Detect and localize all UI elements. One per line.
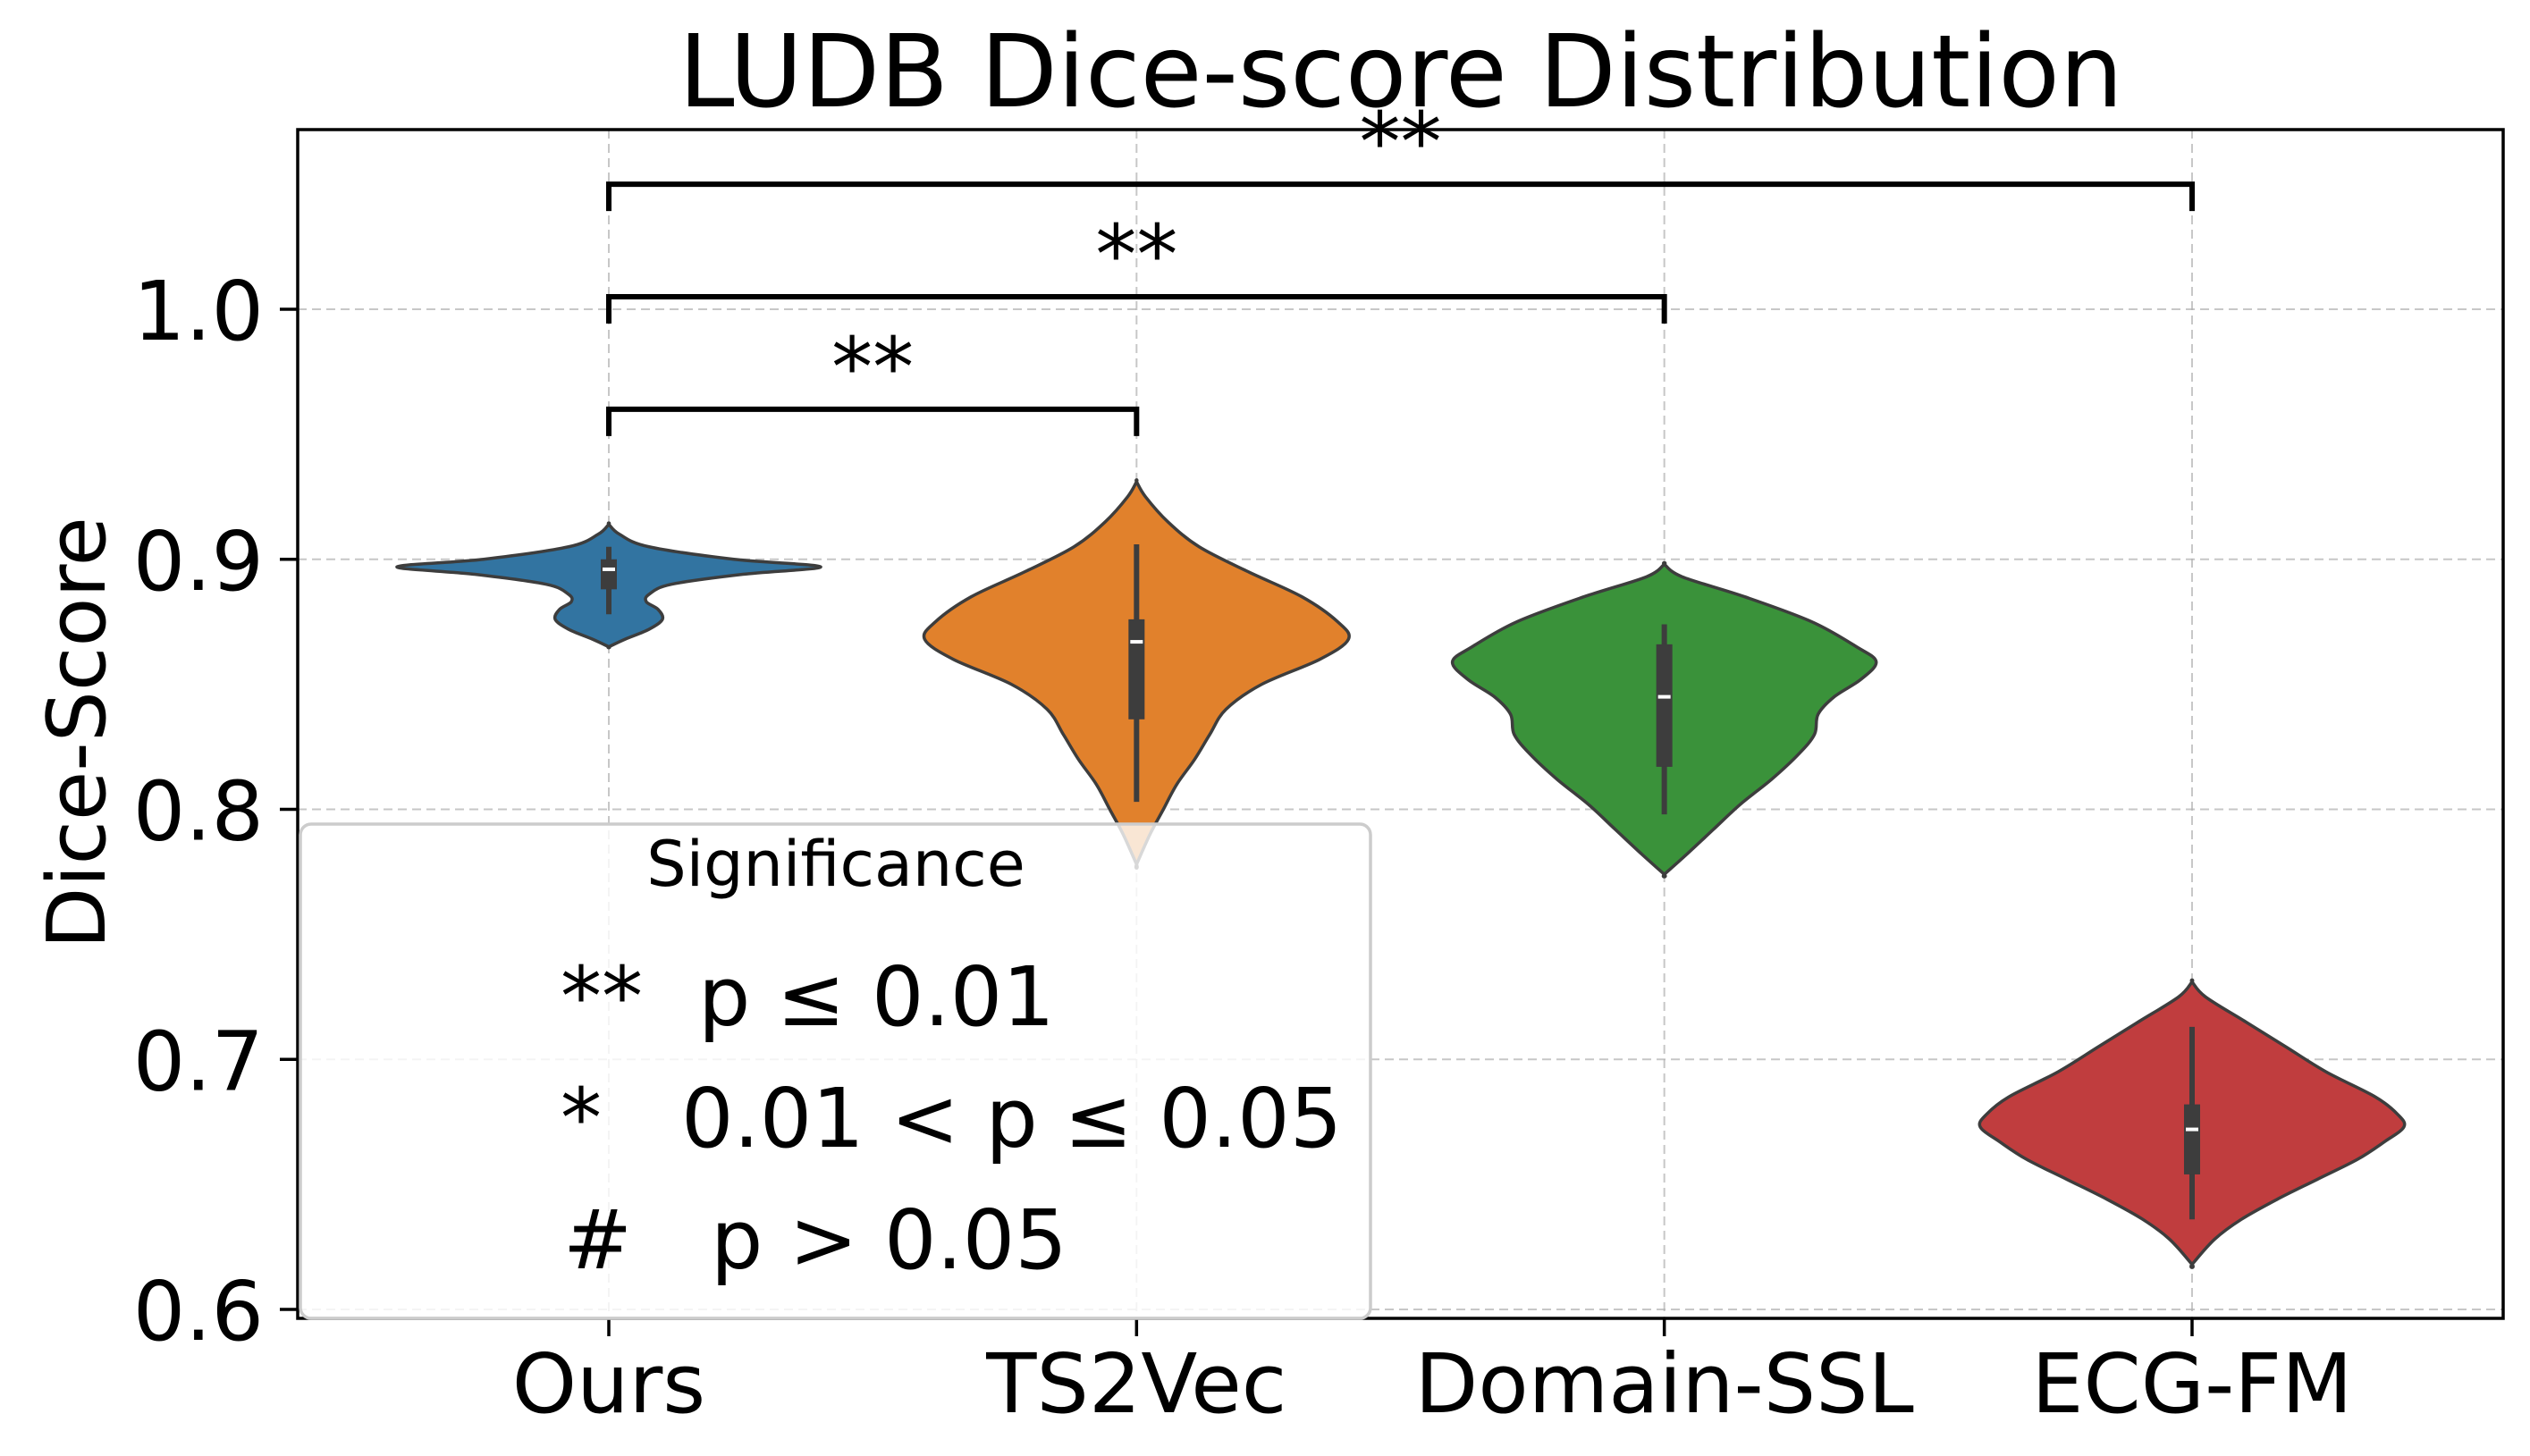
legend-title: Significance bbox=[646, 828, 1025, 901]
y-tick-label: 0.8 bbox=[133, 764, 264, 860]
y-axis-label: Dice-Score bbox=[30, 517, 124, 949]
x-tick-label: ECG-FM bbox=[2031, 1336, 2352, 1432]
bracket-line bbox=[606, 294, 1667, 324]
legend-text-1: p ≤ 0.01 bbox=[698, 949, 1055, 1045]
legend-symbol-2: * bbox=[561, 1071, 602, 1166]
x-axis-ticks: Ours TS2Vec Domain-SSL ECG-FM bbox=[512, 1318, 2353, 1432]
violin-iqr-box bbox=[1128, 619, 1145, 720]
significance-brackets: ** ** ** bbox=[606, 95, 2195, 436]
significance-label: ** bbox=[1359, 95, 1441, 190]
legend-symbol-1: ** bbox=[561, 949, 643, 1045]
violins bbox=[395, 478, 2407, 1269]
bracket-ours-vs-ecg-fm: ** bbox=[606, 95, 2195, 212]
violin-iqr-box bbox=[1656, 644, 1673, 767]
x-tick-label: Domain-SSL bbox=[1415, 1336, 1914, 1432]
legend-symbol-3: # bbox=[563, 1192, 632, 1288]
significance-label: ** bbox=[831, 320, 914, 416]
legend-text-2: 0.01 < p ≤ 0.05 bbox=[681, 1071, 1342, 1166]
y-tick-label: 0.7 bbox=[133, 1014, 264, 1109]
y-axis-ticks: 0.6 0.7 0.8 0.9 1.0 bbox=[133, 264, 298, 1359]
y-tick-label: 1.0 bbox=[133, 264, 264, 359]
significance-legend: Significance ** p ≤ 0.01 * 0.01 < p ≤ 0.… bbox=[299, 822, 1372, 1320]
violin-iqr-box bbox=[601, 559, 617, 590]
axes-frame bbox=[296, 128, 2505, 1320]
legend-box bbox=[299, 822, 1372, 1320]
y-tick-label: 0.6 bbox=[133, 1264, 264, 1359]
x-tick-label: TS2Vec bbox=[985, 1336, 1286, 1432]
violin-iqr-box bbox=[2183, 1104, 2200, 1174]
violin-ecg-fm bbox=[1978, 978, 2407, 1269]
bracket-line bbox=[606, 181, 2195, 212]
violin-domain-ssl bbox=[1450, 560, 1878, 879]
violin-ours bbox=[395, 521, 822, 650]
bracket-ours-vs-domain-ssl: ** bbox=[606, 207, 1667, 324]
legend-text-3: p > 0.05 bbox=[711, 1192, 1067, 1288]
bracket-line bbox=[606, 406, 1140, 436]
violin-ts2vec bbox=[922, 478, 1351, 870]
bracket-ours-vs-ts2vec: ** bbox=[606, 320, 1140, 436]
x-tick-label: Ours bbox=[512, 1336, 705, 1432]
y-tick-label: 0.9 bbox=[133, 514, 264, 610]
chart-title: LUDB Dice-score Distribution bbox=[679, 14, 2123, 130]
significance-label: ** bbox=[1095, 207, 1177, 303]
